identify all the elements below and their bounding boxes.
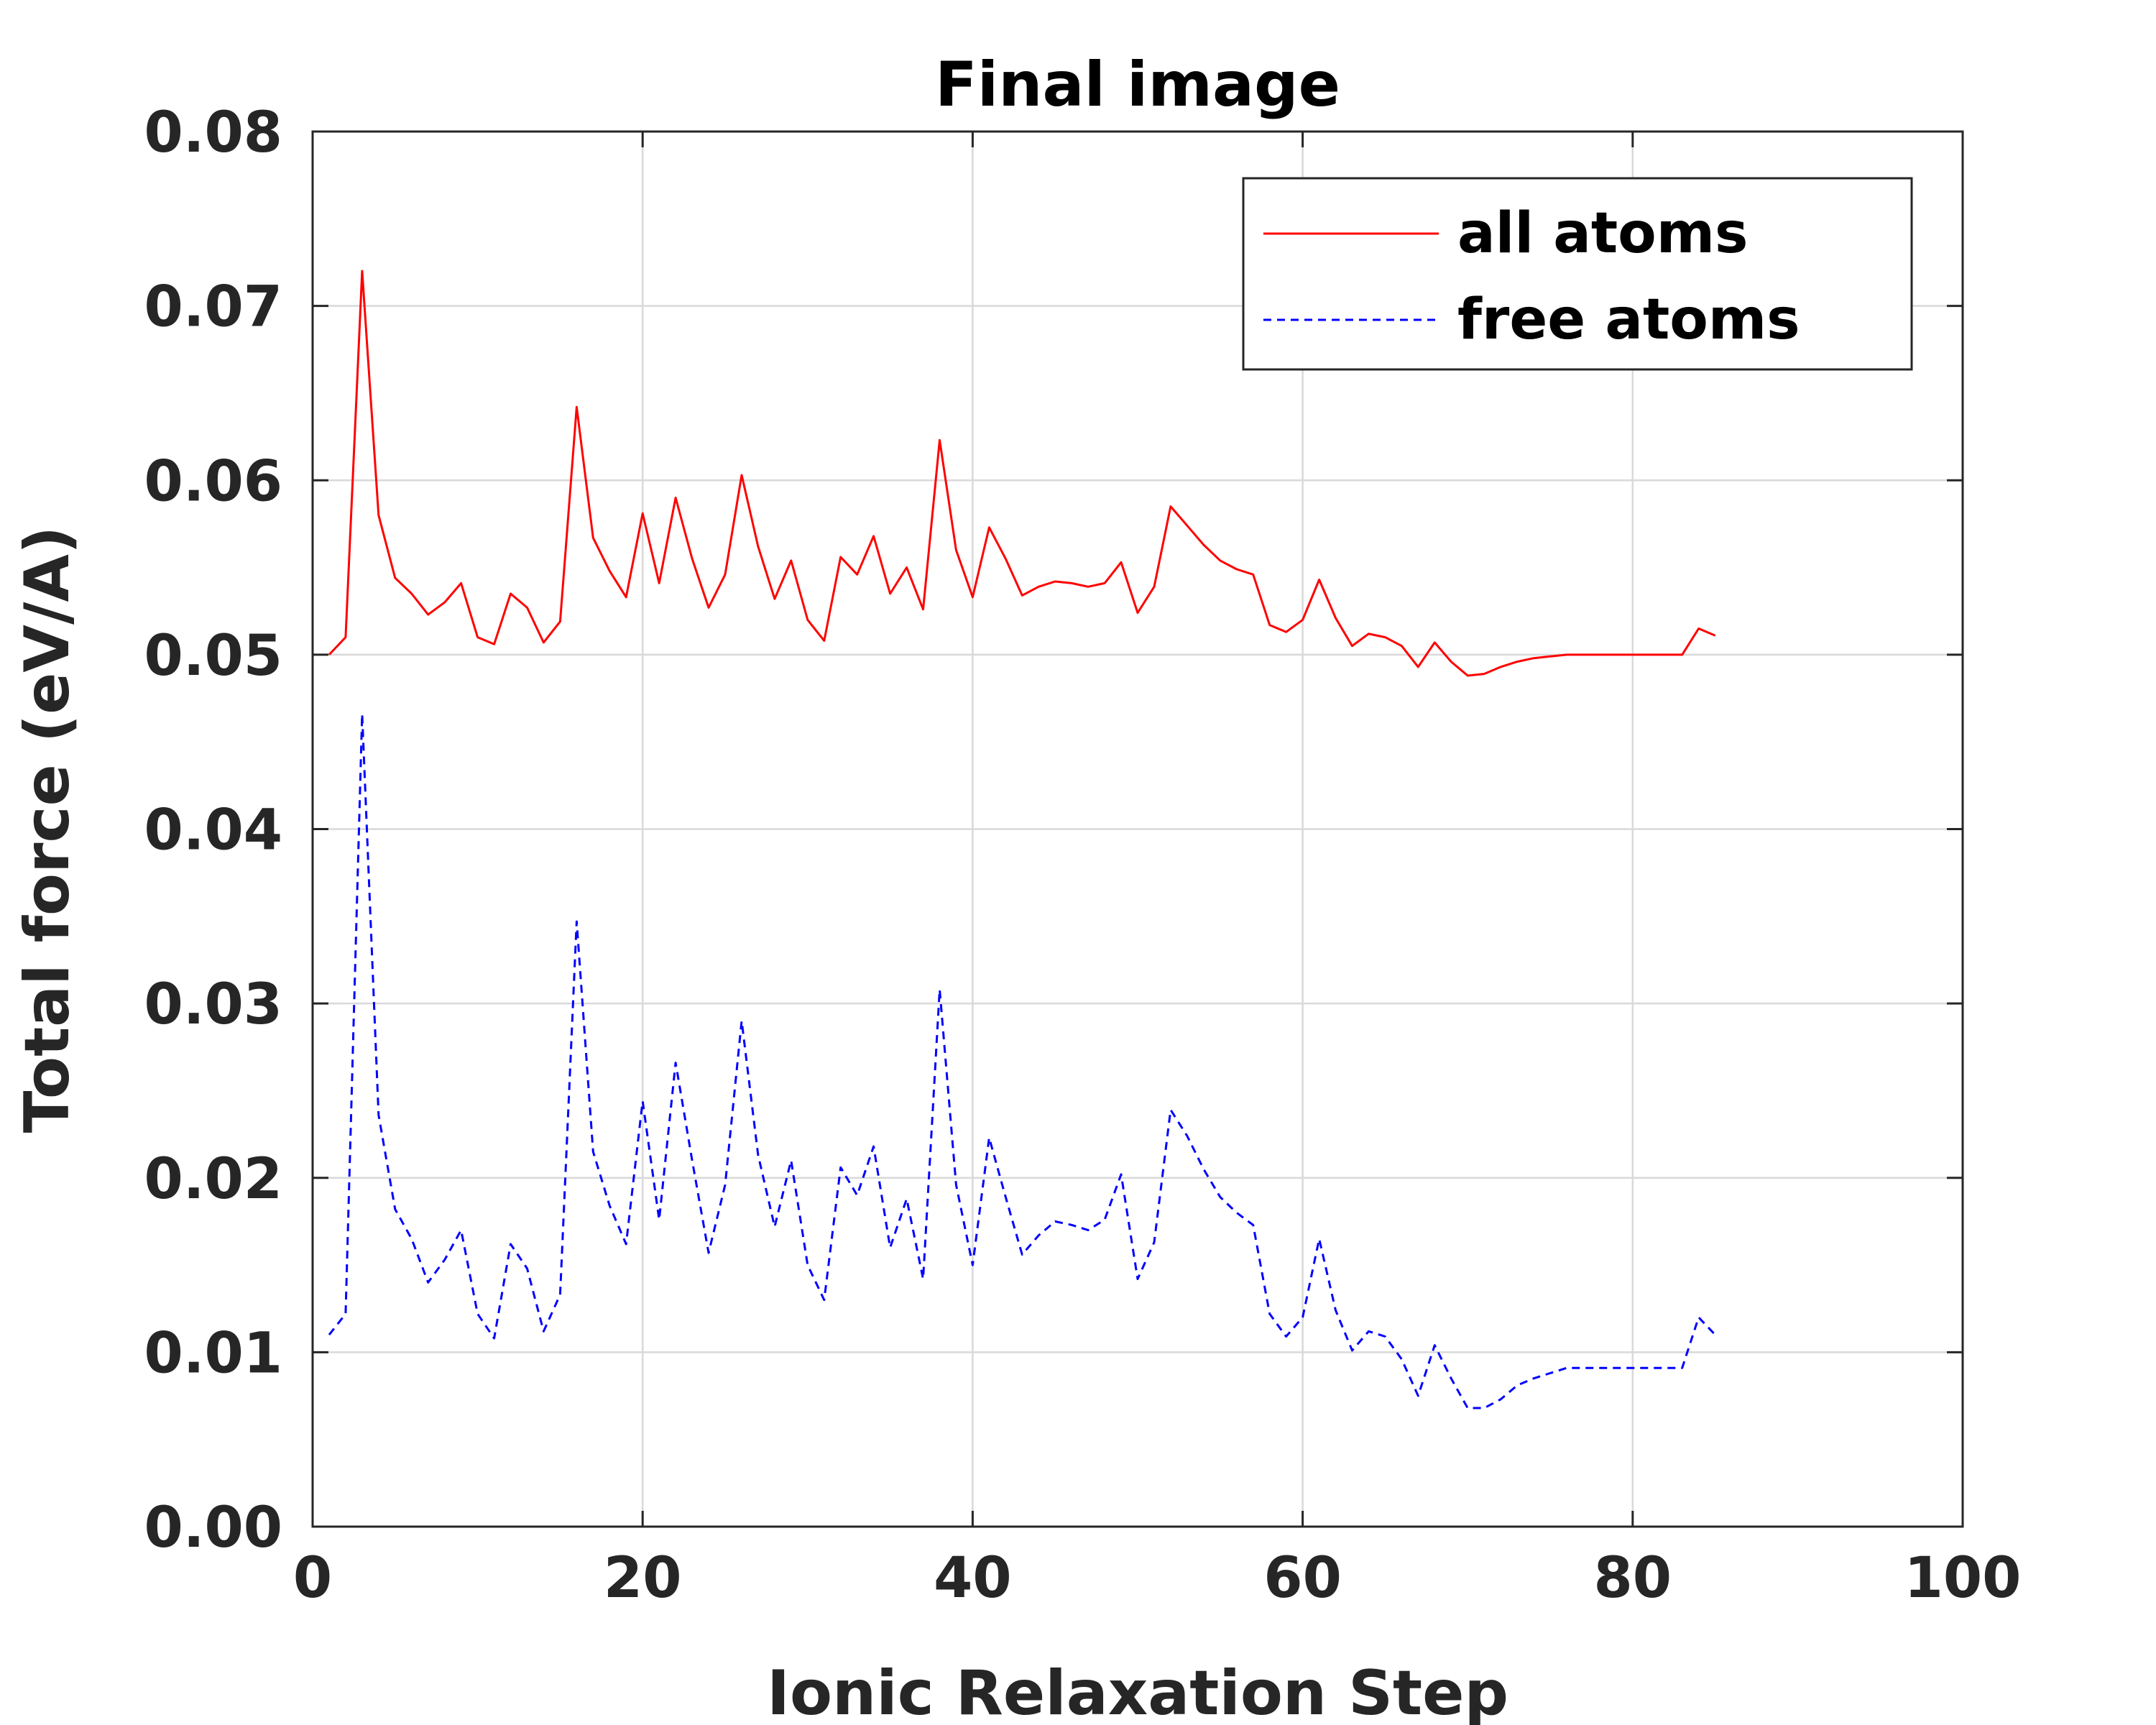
y-tick-label: 0.02 <box>144 1147 282 1212</box>
series-line-all-atoms <box>328 270 1716 677</box>
legend: all atoms free atoms <box>1242 177 1913 371</box>
x-tick-label: 60 <box>1263 1546 1342 1611</box>
x-tick-label: 80 <box>1594 1546 1672 1611</box>
series-group <box>328 270 1716 1409</box>
y-tick-label: 0.04 <box>144 799 282 863</box>
y-axis-label: Total force (eV/A) <box>11 526 83 1133</box>
y-tick-label: 0.01 <box>144 1321 282 1386</box>
legend-label-all-atoms: all atoms <box>1457 201 1748 266</box>
y-tick-label: 0.06 <box>144 449 282 514</box>
series-line-free-atoms <box>328 712 1716 1409</box>
x-axis-label: Ionic Relaxation Step <box>767 1657 1508 1725</box>
axes-frame <box>311 130 1964 1528</box>
legend-label-free-atoms: free atoms <box>1457 288 1800 352</box>
x-tick-label: 20 <box>604 1546 682 1611</box>
grid <box>313 132 1963 1527</box>
x-tick-labels: 0 20 40 60 80 100 <box>293 1546 2022 1611</box>
y-tick-label: 0.07 <box>144 275 282 340</box>
x-tick-label: 40 <box>934 1546 1012 1611</box>
y-tick-label: 0.03 <box>144 972 282 1037</box>
x-tick-label: 100 <box>1904 1546 2022 1611</box>
y-tick-label: 0.00 <box>144 1496 282 1560</box>
x-tick-label: 0 <box>293 1546 332 1611</box>
y-tick-label: 0.05 <box>144 624 282 689</box>
y-tick-label: 0.08 <box>144 101 282 165</box>
chart-title: Final image <box>935 49 1340 121</box>
y-tick-labels: 0.00 0.01 0.02 0.03 0.04 0.05 0.06 0.07 0.08 <box>144 101 282 1560</box>
legend-box <box>1242 177 1913 371</box>
